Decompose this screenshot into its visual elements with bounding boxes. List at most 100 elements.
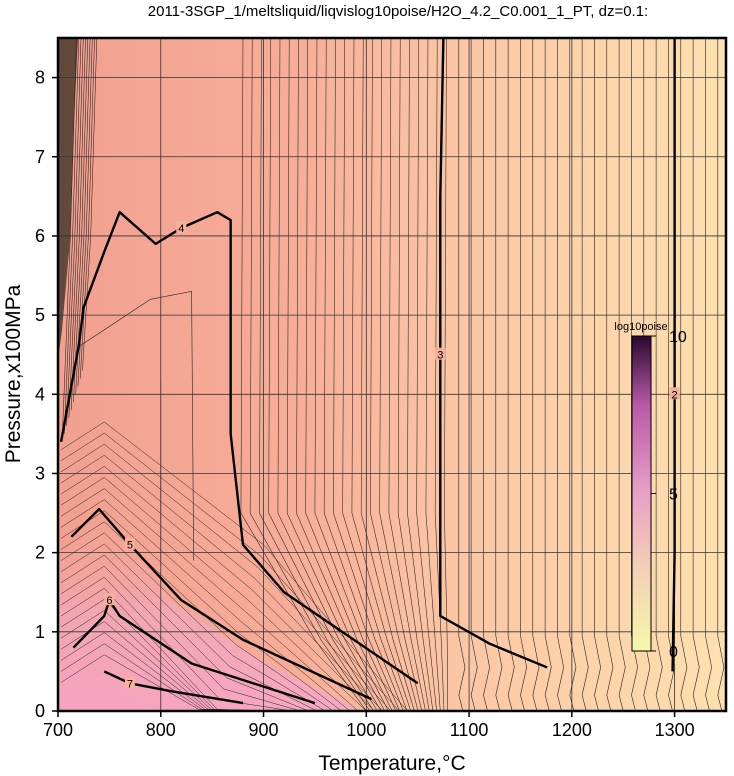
minor-contour [507, 38, 515, 711]
colorbar-ticks: 0 5 10 [651, 329, 687, 661]
colorbar-title: log10poise [614, 321, 667, 333]
minor-contour [444, 38, 448, 711]
minor-contour [434, 38, 445, 711]
minor-contour [370, 38, 419, 711]
colorbar-tick-label: 5 [669, 487, 678, 504]
contour-line-6 [72, 598, 316, 705]
y-tick-label: 8 [35, 68, 45, 88]
colorbar-tick-label: 0 [669, 644, 678, 661]
minor-contour [60, 443, 392, 711]
contour-label-bg [435, 347, 446, 360]
minor-contour [655, 38, 663, 711]
left-edge-dark-band [58, 38, 78, 360]
y-tick-label: 6 [35, 226, 45, 246]
minor-contour [60, 466, 375, 711]
colorbar-tick-label: 10 [669, 329, 687, 346]
minor-contour [483, 38, 490, 711]
minor-contour [425, 38, 441, 711]
x-tick-label: 1000 [346, 720, 386, 740]
minor-contour [495, 38, 503, 711]
minor-contour [333, 38, 404, 711]
contour-line-7 [103, 670, 244, 705]
y-tick-label: 0 [35, 701, 45, 721]
plot-background [58, 38, 726, 711]
minor-contour [692, 38, 700, 711]
minor-contour [60, 499, 351, 711]
minor-contour [416, 38, 437, 711]
contour-label-bg [176, 221, 187, 234]
minor-contour [618, 38, 626, 711]
minor-contour [705, 38, 712, 711]
x-tick-label: 1200 [552, 720, 592, 740]
y-tick-label: 1 [35, 622, 45, 642]
contour-label-bg [669, 387, 680, 400]
minor-contour [581, 38, 589, 711]
x-tick-label: 800 [146, 720, 176, 740]
y-tick-label: 3 [35, 463, 45, 483]
minor-contour [360, 38, 415, 711]
minor-contour [240, 38, 367, 711]
x-tick-label: 900 [249, 720, 279, 740]
minor-contour [268, 38, 378, 711]
minor-contour [388, 38, 426, 711]
minor-contour [286, 38, 386, 711]
y-axis-label: Pressure,x100MPa [2, 284, 25, 463]
chart-title: 2011-3SGP_1/meltsliquid/liqvislog10poise… [148, 3, 648, 20]
minor-contour [296, 38, 389, 711]
minor-contour [594, 38, 601, 711]
y-tick-label: 5 [35, 305, 45, 325]
contour-line-3 [439, 38, 548, 669]
colorbar-ramp [631, 335, 652, 652]
minor-contour [631, 38, 638, 711]
x-tick-label: 700 [43, 720, 73, 740]
minor-contour [458, 38, 466, 711]
contour-label: 7 [127, 678, 133, 690]
minor-contour [314, 38, 397, 711]
contour-label: 6 [106, 595, 112, 607]
minor-contour [323, 38, 400, 711]
contour-line-5 [70, 507, 372, 701]
grid [58, 38, 726, 711]
minor-contour [78, 291, 194, 561]
minor-contour [470, 38, 478, 711]
minor-contour [407, 38, 434, 711]
minor-contour [60, 565, 301, 711]
axis-ticks: 700 800 900 1000 1100 1200 1300 0 1 2 3 4 5 6 7 8 [35, 68, 695, 740]
y-tick-label: 7 [35, 147, 45, 167]
minor-contour [569, 38, 577, 711]
contour-label: 5 [127, 540, 133, 552]
contour-label-bg [124, 676, 135, 689]
minor-contour [277, 38, 382, 711]
colorbar: log10poise 0 5 10 [614, 321, 687, 661]
minor-contour [717, 38, 725, 711]
contour-label: 4 [178, 223, 184, 235]
minor-contour [557, 38, 564, 711]
minor-contour [60, 576, 293, 711]
minor-contour [379, 38, 423, 711]
x-tick-label: 1100 [450, 720, 489, 740]
x-tick-label: 1300 [655, 720, 695, 740]
minor-contour [259, 38, 374, 711]
y-tick-label: 2 [35, 543, 45, 563]
contour-label: 3 [437, 350, 443, 362]
minor-contour [305, 38, 393, 711]
minor-contour [60, 554, 309, 711]
y-tick-label: 4 [35, 384, 45, 404]
minor-contour [60, 521, 334, 711]
minor-contour [60, 454, 383, 711]
minor-contour [249, 38, 371, 711]
contour-label: 2 [672, 389, 678, 401]
minor-contour [342, 38, 408, 711]
minor-contour [60, 432, 400, 711]
minor-contour [544, 38, 552, 711]
minor-contour [397, 38, 430, 711]
minor-contour [606, 38, 614, 711]
minor-contour [60, 532, 326, 711]
contour-label-bg [124, 537, 135, 550]
minor-contour [680, 38, 688, 711]
minor-contour [520, 38, 527, 711]
x-axis-label: Temperature,°C [318, 752, 465, 775]
plot-frame [56, 36, 728, 713]
minor-contour [60, 477, 367, 711]
